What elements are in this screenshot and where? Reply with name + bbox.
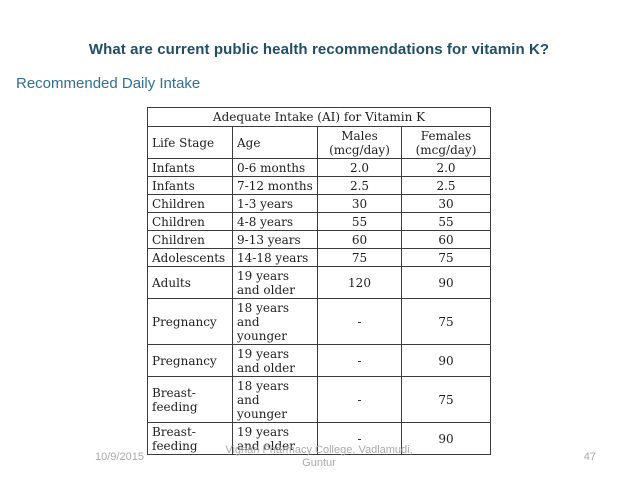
table-cell: 18 years and younger xyxy=(232,298,318,345)
table-cell: Breast-feeding xyxy=(147,422,233,455)
table-cell: 75 xyxy=(401,376,491,423)
table-cell: 2.5 xyxy=(401,176,491,195)
table-cell: 60 xyxy=(317,230,402,249)
table-cell: 30 xyxy=(401,194,491,213)
column-header: Age xyxy=(232,126,318,159)
table-cell: 55 xyxy=(317,212,402,231)
column-header: Life Stage xyxy=(147,126,233,159)
table-cell: 0-6 months xyxy=(232,158,318,177)
table-cell: 90 xyxy=(401,422,491,455)
table-cell: 2.5 xyxy=(317,176,402,195)
table-cell: Children xyxy=(147,194,233,213)
footer-date: 10/9/2015 xyxy=(95,451,144,463)
table-cell: 120 xyxy=(317,266,402,299)
table-row: Pregnancy 19 years and older -90 xyxy=(147,344,491,377)
vitamin-k-intake-table: Adequate Intake (AI) for Vitamin K Life S… xyxy=(147,107,491,455)
table-cell: 19 years and older xyxy=(232,422,318,455)
table-row: Infants 0-6 months 2.0 2.0 xyxy=(147,158,491,177)
table-header-row: Life Stage Age Males (mcg/day) Females (mcg… xyxy=(147,126,491,159)
table-cell: Infants xyxy=(147,176,233,195)
table-cell: Children xyxy=(147,212,233,231)
footer-institution: Vignan Pharmacy College, Vadlamudi, Gunt… xyxy=(199,444,439,470)
table-cell: 2.0 xyxy=(401,158,491,177)
footer-institution-line2: Guntur xyxy=(302,457,336,469)
table-cell: 90 xyxy=(401,266,491,299)
table-cell: 4-8 years xyxy=(232,212,318,231)
column-header: Females (mcg/day) xyxy=(401,126,491,159)
footer-institution-line1: Vignan Pharmacy College, Vadlamudi, xyxy=(225,444,413,456)
table-cell: Infants xyxy=(147,158,233,177)
table-cell: 75 xyxy=(401,248,491,267)
table-cell: 90 xyxy=(401,344,491,377)
table-cell: 60 xyxy=(401,230,491,249)
table-cell: Breast-feeding xyxy=(147,376,233,423)
table-row: Children 9-13 years 60 60 xyxy=(147,230,491,249)
table-cell: 19 years and older xyxy=(232,344,318,377)
footer-page-number: 47 xyxy=(583,451,596,463)
table-row: Pregnancy 18 years and younger -75 xyxy=(147,298,491,345)
table-cell: Pregnancy xyxy=(147,298,233,345)
table-row: Children 4-8 years 55 55 xyxy=(147,212,491,231)
column-header: Males (mcg/day) xyxy=(317,126,402,159)
table-cell: 7-12 months xyxy=(232,176,318,195)
table-row: Infants 7-12 months 2.5 2.5 xyxy=(147,176,491,195)
table-cell: 2.0 xyxy=(317,158,402,177)
table-caption: Adequate Intake (AI) for Vitamin K xyxy=(147,107,491,127)
table-cell: 14-18 years xyxy=(232,248,318,267)
table-cell: - xyxy=(317,422,402,455)
table-cell: Pregnancy xyxy=(147,344,233,377)
table-cell: 9-13 years xyxy=(232,230,318,249)
table-caption-row: Adequate Intake (AI) for Vitamin K xyxy=(147,107,491,127)
table-cell: Children xyxy=(147,230,233,249)
table-cell: - xyxy=(317,298,402,345)
table-cell: 75 xyxy=(401,298,491,345)
table-row: Adolescents 14-18 years 75 75 xyxy=(147,248,491,267)
table-cell: Adults xyxy=(147,266,233,299)
table-cell: 75 xyxy=(317,248,402,267)
table-cell: 55 xyxy=(401,212,491,231)
slide-title: What are current public health recommend… xyxy=(88,41,550,58)
table-cell: - xyxy=(317,376,402,423)
table-cell: 1-3 years xyxy=(232,194,318,213)
table-cell: 19 years and older xyxy=(232,266,318,299)
table-cell: - xyxy=(317,344,402,377)
slide-subtitle: Recommended Daily Intake xyxy=(16,75,201,92)
table-cell: Adolescents xyxy=(147,248,233,267)
table-row: Breast-feeding 18 years and younger -75 xyxy=(147,376,491,423)
table-row: Adults 19 years and older 120 90 xyxy=(147,266,491,299)
table-row: Children 1-3 years 30 30 xyxy=(147,194,491,213)
table-row: Breast-feeding 19 years and older -90 xyxy=(147,422,491,455)
table-cell: 18 years and younger xyxy=(232,376,318,423)
table-cell: 30 xyxy=(317,194,402,213)
